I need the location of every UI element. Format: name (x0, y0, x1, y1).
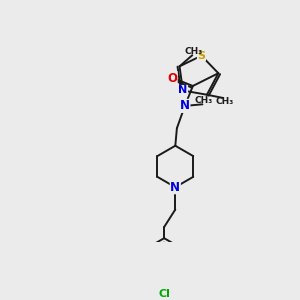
Text: O: O (167, 71, 177, 85)
Text: N: N (180, 99, 190, 112)
Text: CH₃: CH₃ (215, 98, 234, 106)
Text: CH₃: CH₃ (195, 96, 213, 105)
Text: N: N (170, 181, 180, 194)
Text: Cl: Cl (158, 289, 170, 299)
Text: S: S (197, 51, 206, 61)
Text: CH₃: CH₃ (185, 47, 203, 56)
Text: N: N (178, 85, 188, 95)
